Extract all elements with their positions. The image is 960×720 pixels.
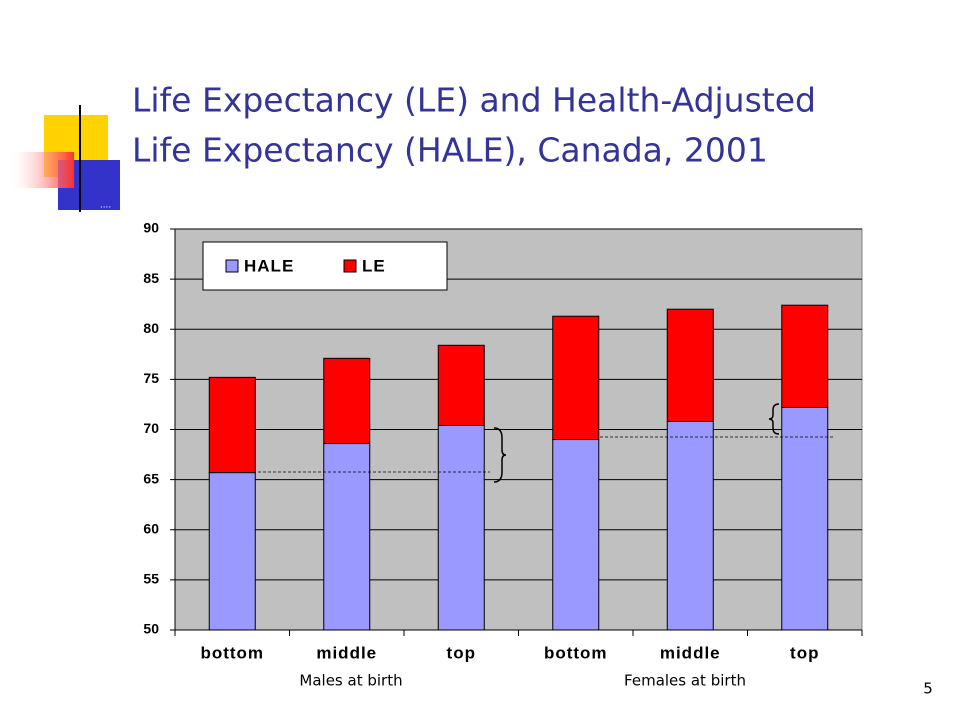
- group-label: Males at birth: [299, 672, 402, 690]
- y-tick-label: 70: [143, 420, 159, 436]
- legend-swatch: [343, 259, 357, 273]
- bar-segment: [437, 344, 485, 426]
- y-tick-label: 55: [143, 571, 159, 587]
- bar-segment: [781, 406, 829, 631]
- chart-title: Life Expectancy (LE) and Health-Adjusted: [132, 81, 816, 120]
- y-tick-label: 50: [143, 621, 159, 637]
- marks: [170, 228, 863, 636]
- legend-label: LE: [362, 256, 386, 275]
- bar-segment: [208, 376, 256, 474]
- legend: HALE LE: [202, 241, 448, 291]
- bar-segment: [208, 472, 256, 631]
- y-tick-label: 90: [143, 220, 159, 236]
- x-tick-label: top: [790, 643, 819, 662]
- chart-title: Life Expectancy (HALE), Canada, 2001: [132, 131, 768, 170]
- x-tick-label: middle: [660, 643, 721, 662]
- bar-segment: [437, 424, 485, 631]
- y-tick-label: 85: [143, 270, 159, 286]
- page-number: 5: [923, 680, 933, 698]
- x-tick-label: top: [447, 643, 476, 662]
- x-tick-label: bottom: [544, 643, 608, 662]
- annotations: [258, 403, 835, 483]
- y-tick-label: 80: [143, 320, 159, 336]
- y-tick-label: 60: [143, 520, 159, 536]
- group-label: Females at birth: [624, 672, 746, 690]
- svg-text:....: ....: [100, 200, 111, 211]
- bar-segment: [781, 304, 829, 408]
- bar-segment: [666, 308, 714, 422]
- legend-swatch: [225, 259, 239, 273]
- bar-segment: [552, 439, 600, 631]
- x-tick-label: bottom: [200, 643, 264, 662]
- bar-segment: [552, 315, 600, 441]
- bar-segment: [666, 420, 714, 631]
- legend-label: HALE: [244, 256, 294, 275]
- bar-segment: [323, 443, 371, 631]
- y-tick-label: 75: [143, 370, 159, 386]
- bar-segment: [323, 357, 371, 445]
- y-tick-label: 65: [143, 470, 159, 486]
- decoration: ....: [12, 105, 960, 212]
- x-tick-label: middle: [316, 643, 377, 662]
